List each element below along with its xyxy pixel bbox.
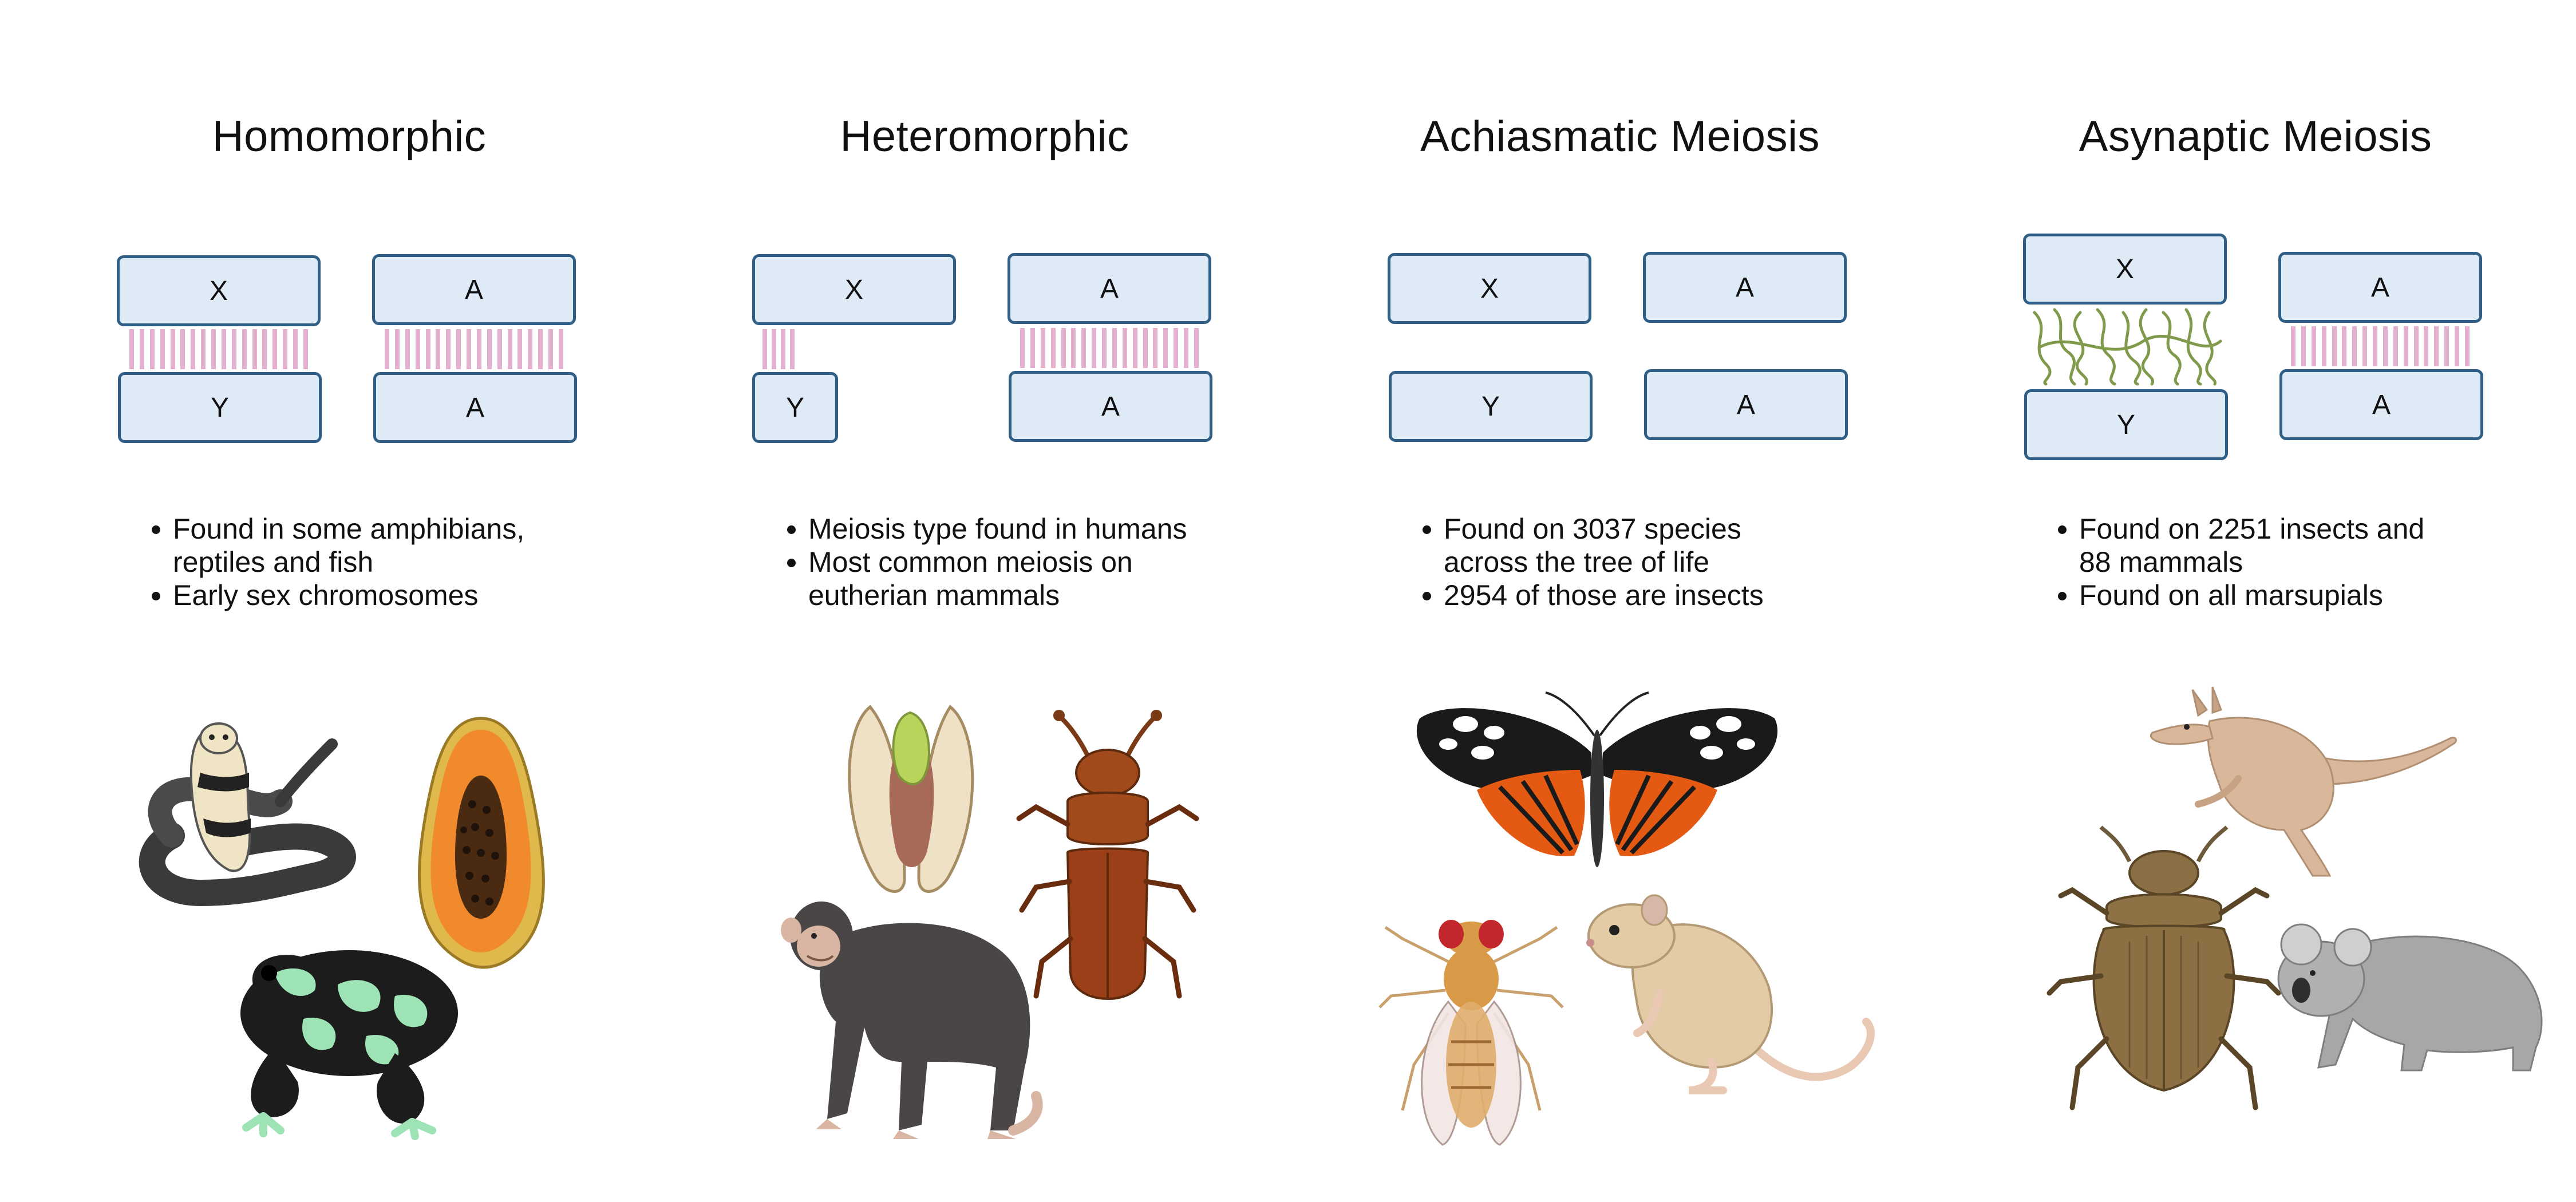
- bullet-item: Found on 2251 insects and 88 mammals: [2079, 512, 2457, 579]
- chromosome-x: X: [752, 254, 956, 325]
- poison-dart-frog-illustration: [240, 950, 458, 1140]
- bullet-item: Meiosis type found in humans: [808, 512, 1220, 545]
- chromosome-x: X: [2023, 234, 2227, 305]
- bullet-item: Found on all marsupials: [2079, 579, 2457, 612]
- dung-beetle-illustration: [2046, 825, 2281, 1110]
- bullet-list: Found on 2251 insects and 88 mammals Fou…: [2049, 512, 2457, 612]
- fruit-fly-illustration: [1378, 920, 1564, 1146]
- chromosome-a-bottom: A: [2279, 369, 2483, 440]
- papaya-illustration: [418, 717, 545, 969]
- chromosome-a-top: A: [1643, 252, 1847, 323]
- red-flour-beetle-illustration: [1016, 710, 1199, 1000]
- bullet-item: Most common meiosis on eutherian mammals: [808, 545, 1220, 612]
- bullet-item: Found in some amphibians, reptiles and f…: [173, 512, 551, 579]
- panel-title: Achiasmatic Meiosis: [1420, 112, 1820, 161]
- chromosome-y: Y: [1389, 371, 1593, 442]
- chromosome-y: Y: [118, 372, 322, 443]
- panel-asynaptic: Asynaptic Meiosis X Y A A Found on 2251 …: [1941, 0, 2570, 1202]
- synapsis-links: [2291, 326, 2470, 366]
- panel-heteromorphic: Heteromorphic X Y A A Meiosis type found…: [670, 0, 1299, 1202]
- chromosome-a-bottom: A: [373, 372, 577, 443]
- gerbil-illustration: [1586, 894, 1875, 1094]
- panel-title: Asynaptic Meiosis: [2079, 112, 2432, 161]
- butterfly-illustration: [1416, 691, 1778, 867]
- chimpanzee-illustration: [781, 902, 1043, 1139]
- chromosome-a-top: A: [1008, 253, 1211, 324]
- koala-illustration: [2277, 923, 2543, 1071]
- panel-achiasmatic: Achiasmatic Meiosis X Y A A Found on 303…: [1305, 0, 1935, 1202]
- chromosome-y: Y: [2024, 389, 2228, 460]
- synapsis-links: [129, 329, 308, 369]
- unpaired-chromatin-fibers: [2033, 308, 2222, 386]
- kangaroo-illustration: [2150, 686, 2457, 877]
- bullet-item: 2954 of those are insects: [1444, 579, 1822, 612]
- synapsis-links: [1020, 328, 1199, 368]
- bullet-item: Found on 3037 species across the tree of…: [1444, 512, 1822, 579]
- chromosome-a-bottom: A: [1644, 369, 1848, 440]
- chromosome-x: X: [1388, 253, 1591, 324]
- bullet-item: Early sex chromosomes: [173, 579, 551, 612]
- chromosome-a-top: A: [372, 254, 576, 325]
- chromosome-a-bottom: A: [1009, 371, 1212, 442]
- bullet-list: Meiosis type found in humans Most common…: [779, 512, 1220, 612]
- synapsis-links: [762, 329, 795, 369]
- chromosome-y: Y: [752, 372, 838, 443]
- bullet-list: Found on 3037 species across the tree of…: [1414, 512, 1822, 612]
- chromosome-a-top: A: [2278, 252, 2482, 323]
- chromosome-x: X: [117, 255, 321, 326]
- panel-title: Homomorphic: [212, 112, 487, 161]
- panel-title: Heteromorphic: [840, 112, 1129, 161]
- panel-homomorphic: Homomorphic X Y A A Found in some amphib…: [34, 0, 664, 1202]
- cobra-snake-illustration: [139, 722, 356, 907]
- pistachio-illustration: [848, 705, 974, 893]
- bullet-list: Found in some amphibians, reptiles and f…: [143, 512, 551, 612]
- synapsis-links: [385, 329, 563, 369]
